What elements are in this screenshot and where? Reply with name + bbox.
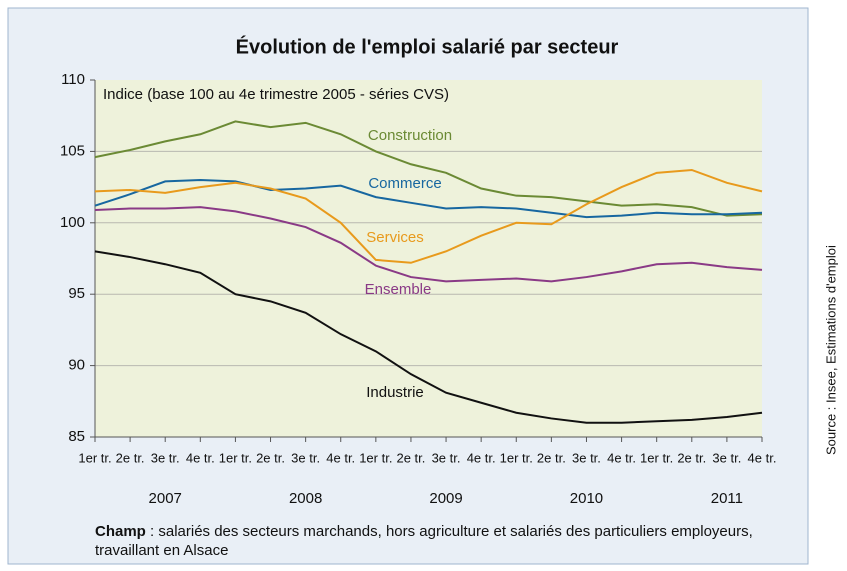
series-line: [94, 120, 763, 217]
plot-area: [95, 80, 762, 437]
year-label: 2010: [570, 490, 603, 507]
year-label: 2009: [429, 490, 462, 507]
x-tick-label: 2e tr.: [537, 450, 566, 465]
chart-title: Évolution de l'emploi salarié par secteu…: [236, 35, 619, 58]
x-tick-label: 3e tr.: [572, 450, 601, 465]
series-label: Industrie: [366, 384, 424, 401]
x-tick-label: 3e tr.: [432, 450, 461, 465]
series-label: Commerce: [368, 175, 441, 192]
series-label: Construction: [368, 127, 452, 144]
series-line: [94, 250, 763, 424]
y-tick-label: 110: [61, 71, 85, 88]
note-bold: Champ: [95, 523, 146, 540]
series-label: Services: [366, 229, 424, 246]
series-line: [94, 206, 763, 283]
x-tick-label: 1er tr.: [359, 450, 392, 465]
year-label: 2011: [711, 490, 743, 507]
note-text: : salariés des secteurs marchands, hors …: [95, 523, 753, 559]
y-tick-label: 90: [68, 357, 85, 374]
source: Source : Insee, Estimations d'emploi: [823, 245, 838, 455]
y-tick-label: 105: [60, 142, 85, 159]
series-line: [94, 178, 763, 219]
x-tick-label: 4e tr.: [607, 450, 636, 465]
x-tick-label: 4e tr.: [748, 450, 777, 465]
x-tick-label: 1er tr.: [640, 450, 673, 465]
x-tick-label: 2e tr.: [256, 450, 285, 465]
note: Champ : salariés des secteurs marchands,…: [95, 522, 775, 560]
year-label: 2007: [149, 490, 182, 507]
x-tick-label: 4e tr.: [326, 450, 355, 465]
x-tick-label: 3e tr.: [712, 450, 741, 465]
subtitle: Indice (base 100 au 4e trimestre 2005 - …: [103, 86, 449, 103]
x-tick-label: 1er tr.: [219, 450, 252, 465]
x-tick-label: 2e tr.: [116, 450, 145, 465]
year-label: 2008: [289, 490, 322, 507]
x-tick-label: 4e tr.: [186, 450, 215, 465]
series-line: [94, 168, 763, 264]
y-tick-label: 100: [60, 214, 85, 231]
y-tick-label: 95: [68, 285, 85, 302]
x-tick-label: 3e tr.: [151, 450, 180, 465]
x-tick-label: 3e tr.: [291, 450, 320, 465]
x-tick-label: 1er tr.: [78, 450, 111, 465]
x-tick-label: 2e tr.: [677, 450, 706, 465]
x-tick-label: 2e tr.: [396, 450, 425, 465]
x-tick-label: 4e tr.: [467, 450, 496, 465]
x-tick-label: 1er tr.: [500, 450, 533, 465]
series-label: Ensemble: [365, 281, 432, 298]
y-tick-label: 85: [68, 428, 85, 445]
